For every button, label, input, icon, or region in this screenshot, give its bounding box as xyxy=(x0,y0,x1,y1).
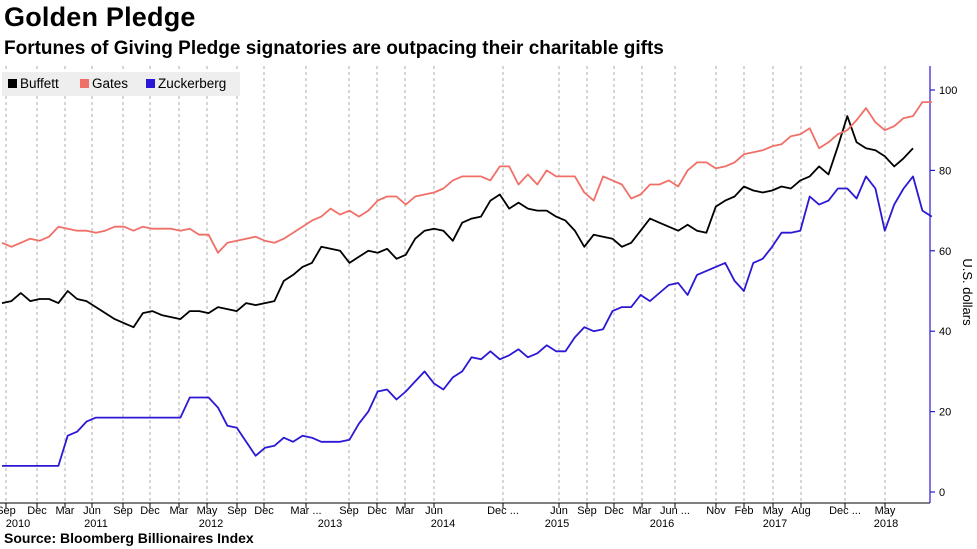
chart-subtitle: Fortunes of Giving Pledge signatories ar… xyxy=(4,38,664,59)
legend-label: Buffett xyxy=(20,76,59,91)
x-year-label: 2015 xyxy=(545,518,569,530)
x-month-label: Mar xyxy=(170,505,189,517)
x-month-label: Mar ... xyxy=(290,505,321,517)
x-month-label: Nov xyxy=(706,505,726,517)
x-month-label: May xyxy=(197,505,218,517)
legend-swatch xyxy=(80,79,89,88)
series-line-buffett xyxy=(1,115,914,329)
y-tick-label: 60 xyxy=(939,246,951,258)
legend: Buffett Gates Zuckerberg xyxy=(2,72,240,96)
x-year-label: 2018 xyxy=(874,518,898,530)
x-month-label: Jun ... xyxy=(660,505,690,517)
x-year-label: 2016 xyxy=(650,518,674,530)
x-month-label: Sep xyxy=(0,505,16,517)
chart-title: Golden Pledge xyxy=(4,2,196,32)
legend-label: Gates xyxy=(92,76,128,91)
x-month-label: Dec xyxy=(27,505,47,517)
x-month-label: Sep xyxy=(577,505,597,517)
x-year-label: 2014 xyxy=(431,518,455,530)
x-month-label: Dec ... xyxy=(829,505,861,517)
x-month-label: Mar xyxy=(633,505,652,517)
x-month-label: Dec ... xyxy=(487,505,519,517)
legend-label: Zuckerberg xyxy=(158,76,226,91)
x-month-label: May xyxy=(763,505,784,517)
x-year-label: 2010 xyxy=(6,518,30,530)
source-note: Source: Bloomberg Billionaires Index xyxy=(4,530,254,546)
y-tick-label: 80 xyxy=(939,165,951,177)
x-month-label: Mar xyxy=(56,505,75,517)
x-month-label: Jun xyxy=(83,505,101,517)
x-month-label: Sep xyxy=(113,505,133,517)
x-month-label: Dec xyxy=(604,505,624,517)
y-tick-label: 0 xyxy=(939,487,945,499)
y-tick-label: 100 xyxy=(939,85,957,97)
x-month-label: Dec xyxy=(367,505,387,517)
y-tick-label: 20 xyxy=(939,407,951,419)
x-year-label: 2017 xyxy=(763,518,787,530)
series-layer xyxy=(1,101,933,467)
x-month-label: Dec xyxy=(140,505,160,517)
legend-swatch xyxy=(146,79,155,88)
legend-swatch xyxy=(8,79,17,88)
x-month-label: Aug xyxy=(791,505,811,517)
axis-layer: Sep Dec Mar Jun Sep Dec Mar May Sep Dec Mar ... Sep… xyxy=(0,66,957,530)
y-axis-label: U.S. dollars xyxy=(960,258,975,326)
x-month-label: Mar xyxy=(396,505,415,517)
y-tick-label: 40 xyxy=(939,326,951,338)
x-year-label: 2012 xyxy=(199,518,223,530)
x-month-label: Jun xyxy=(425,505,443,517)
x-month-label: Jun xyxy=(550,505,568,517)
x-month-label: Sep xyxy=(227,505,247,517)
legend-background xyxy=(2,72,240,96)
series-line-zuckerberg xyxy=(2,175,933,467)
x-year-label: 2011 xyxy=(84,518,108,530)
x-year-label: 2013 xyxy=(318,518,342,530)
x-month-label: Sep xyxy=(339,505,359,517)
x-month-label: Dec xyxy=(254,505,274,517)
x-month-label: Feb xyxy=(735,505,754,517)
x-month-label: May xyxy=(875,505,896,517)
grid-layer xyxy=(5,66,886,503)
series-line-gates xyxy=(1,101,932,254)
